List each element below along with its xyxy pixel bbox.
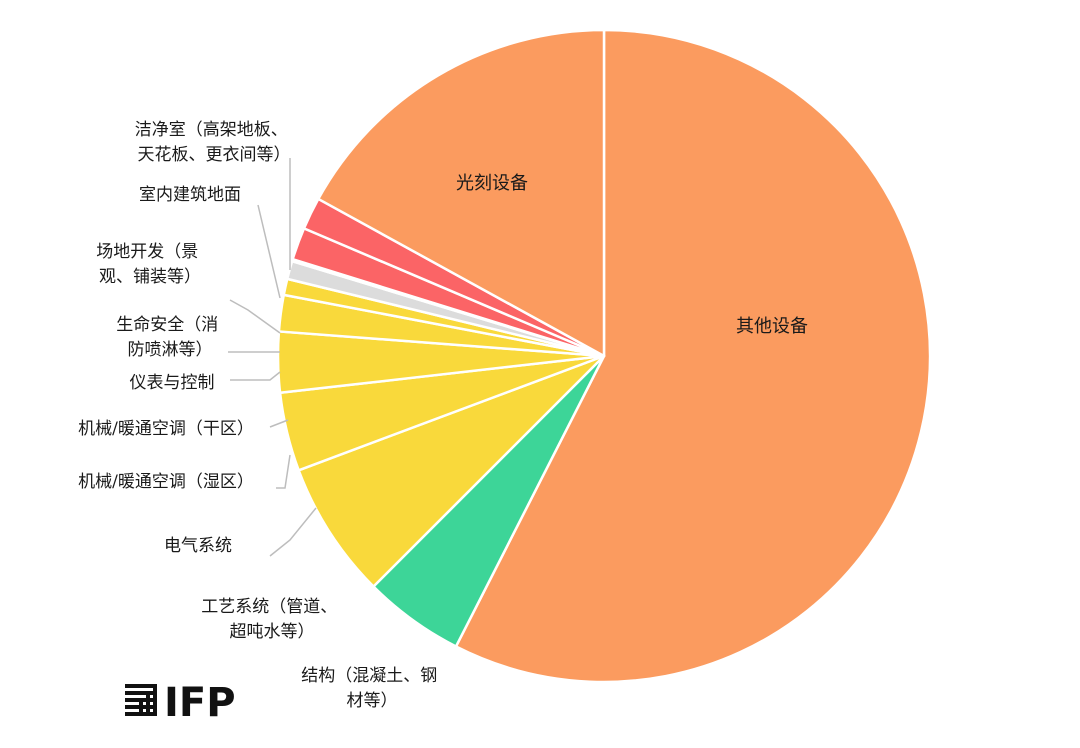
- label-cleanroom-line1: 洁净室（高架地板、: [135, 120, 288, 140]
- label-electrical: 电气系统: [164, 536, 232, 556]
- leader-line-electrical: [269, 507, 317, 557]
- label-structure-line2: 材等）: [347, 691, 398, 711]
- leader-line-site: [229, 299, 281, 334]
- label-process-line2: 超吨水等）: [230, 622, 315, 642]
- pie-slice-11: [317, 28, 606, 358]
- label-site: 场地开发（景 观、铺装等）: [96, 242, 203, 287]
- label-structure: 结构（混凝土、钢 材等）: [301, 666, 442, 711]
- leader-line-hvac-dry: [269, 419, 289, 428]
- label-cleanroom: 洁净室（高架地板、 天花板、更衣间等）: [135, 120, 293, 165]
- label-lithography: 光刻设备: [456, 173, 528, 194]
- ifp-logo-text: IFP: [164, 680, 236, 726]
- leader-line-interior: [257, 204, 281, 299]
- label-life-safety-line2: 防喷淋等）: [128, 340, 213, 360]
- ifp-logo-mark-icon: [125, 684, 157, 716]
- label-instrument: 仪表与控制: [130, 373, 215, 393]
- label-cleanroom-line2: 天花板、更衣间等）: [138, 145, 291, 165]
- label-process: 工艺系统（管道、 超吨水等）: [201, 597, 342, 642]
- pie-slice-0: [454, 28, 932, 684]
- label-site-line1: 场地开发（景: [96, 242, 198, 262]
- label-structure-line1: 结构（混凝土、钢: [301, 666, 437, 686]
- label-other-equipment: 其他设备: [736, 316, 808, 337]
- label-hvac-dry: 机械/暖通空调（干区）: [78, 419, 254, 439]
- label-interior-floor: 室内建筑地面: [139, 185, 241, 205]
- ifp-logo: IFP: [125, 680, 236, 726]
- leader-line-hvac-wet: [276, 454, 291, 489]
- leader-line-instrument: [230, 371, 281, 381]
- label-site-line2: 观、铺装等）: [99, 267, 201, 287]
- label-process-line1: 工艺系统（管道、: [201, 597, 337, 617]
- label-life-safety: 生命安全（消 防喷淋等）: [116, 315, 223, 360]
- leader-lines: [228, 158, 317, 557]
- label-hvac-wet: 机械/暖通空调（湿区）: [78, 472, 254, 492]
- label-life-safety-line1: 生命安全（消: [116, 315, 218, 335]
- pie-slices: [276, 28, 932, 684]
- pie-slice-2: [297, 354, 606, 588]
